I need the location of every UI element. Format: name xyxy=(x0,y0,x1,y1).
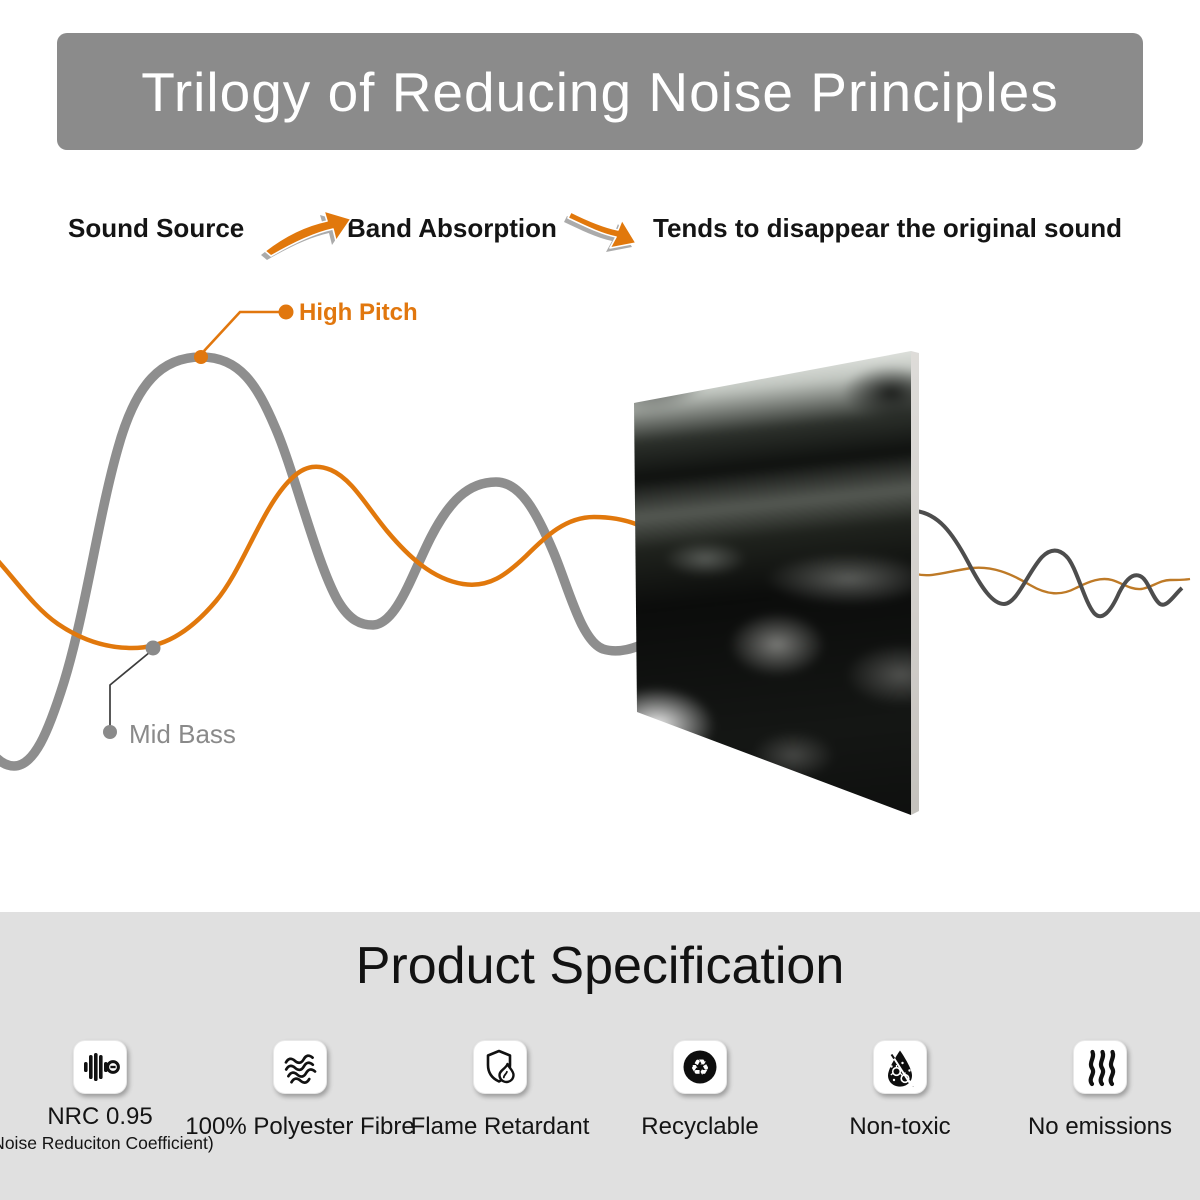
droplet-molecule-icon xyxy=(888,1050,914,1087)
spec-item-name: No emissions xyxy=(1027,1113,1173,1140)
spec-item-name: Non-toxic xyxy=(849,1113,951,1140)
spec-item-name: Recyclable xyxy=(641,1113,759,1140)
spec-items-row: NRC 0.95 (Noise Reduciton Coefficient) 1… xyxy=(0,1040,1200,1154)
spec-item-subtext: (Noise Reduciton Coefficient) xyxy=(0,1133,214,1153)
mid-bass-label: Mid Bass xyxy=(129,719,236,749)
spec-item-flame-retardant: Flame Retardant xyxy=(400,1040,600,1154)
svg-text:♻: ♻ xyxy=(690,1056,710,1081)
sound-panel-front xyxy=(634,351,911,815)
sound-panel-edge xyxy=(911,351,919,815)
steam-lines-icon xyxy=(1088,1049,1116,1087)
absorbed-orange-wave xyxy=(915,566,1191,595)
flow-step-result: Tends to disappear the original sound xyxy=(653,213,1123,243)
soundwave-meter-icon xyxy=(84,1053,120,1081)
mid-bass-callout xyxy=(103,640,161,739)
spec-item-non-toxic: Non-toxic xyxy=(800,1040,1000,1154)
banner-title: Trilogy of Reducing Noise Principles xyxy=(141,60,1059,123)
recycle-icon: ♻ xyxy=(683,1050,717,1084)
spec-item-polyester: 100% Polyester Fibre xyxy=(185,1040,415,1154)
spec-item-name: Flame Retardant xyxy=(410,1113,590,1140)
swoosh-arrow-down-icon xyxy=(564,211,637,252)
spec-item-nrc: NRC 0.95 (Noise Reduciton Coefficient) xyxy=(0,1040,214,1154)
orange-source-wave xyxy=(0,464,647,651)
fibre-waves-icon xyxy=(284,1054,317,1084)
swoosh-arrow-up-icon xyxy=(261,210,352,260)
product-spec-section: Product Specification xyxy=(0,912,1200,1200)
absorbed-gray-wave xyxy=(915,509,1184,619)
sound-panel-image xyxy=(630,348,924,820)
spec-item-no-emissions: No emissions xyxy=(1000,1040,1200,1154)
high-pitch-label: High Pitch xyxy=(299,299,418,326)
spec-item-recyclable: ♻ Recyclable xyxy=(600,1040,800,1154)
spec-title: Product Specification xyxy=(355,937,845,995)
header-banner: Trilogy of Reducing Noise Principles xyxy=(57,33,1143,150)
high-pitch-callout xyxy=(194,304,294,364)
shield-flame-icon xyxy=(486,1049,515,1084)
gray-source-wave xyxy=(0,352,650,771)
spec-item-name: 100% Polyester Fibre xyxy=(185,1113,415,1140)
flow-step-band-absorption: Band Absorption xyxy=(347,213,557,243)
spec-item-name: NRC 0.95 xyxy=(47,1103,153,1130)
flow-step-sound-source: Sound Source xyxy=(68,213,245,243)
